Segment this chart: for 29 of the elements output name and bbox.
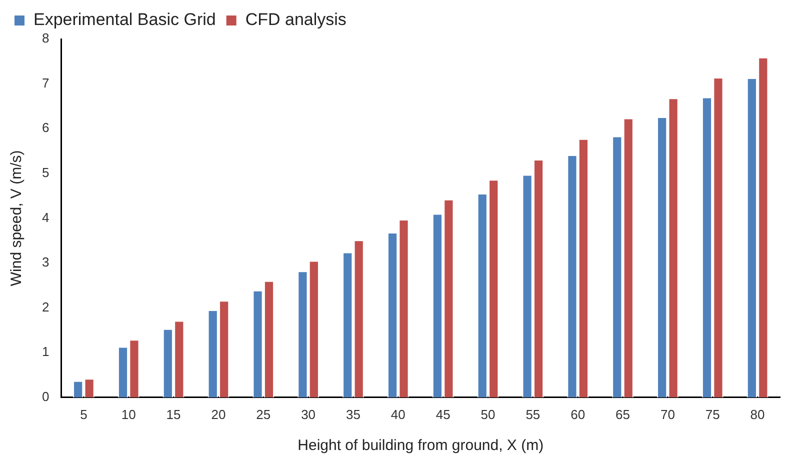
- y-tick-label: 2: [42, 299, 50, 314]
- x-tick-label: 25: [256, 406, 271, 422]
- y-tick-label: 3: [42, 254, 50, 270]
- y-axis-title: Wind speed, V (m/s): [8, 150, 26, 286]
- y-tick-label: 7: [42, 75, 50, 90]
- x-tick-label: 40: [390, 406, 406, 422]
- x-tick-label: 5: [80, 406, 88, 422]
- x-tick-label: 15: [166, 406, 181, 422]
- x-tick-label: 75: [705, 406, 720, 422]
- x-tick-label: 35: [346, 406, 360, 422]
- legend-label: Experimental Basic Grid: [34, 10, 216, 30]
- y-tick-label: 4: [42, 210, 50, 225]
- x-tick-label: 20: [211, 406, 226, 422]
- x-tick-label: 65: [616, 406, 630, 422]
- x-axis-title: Height of building from ground, X (m): [298, 437, 544, 454]
- y-tick-label: 1: [42, 344, 50, 360]
- x-tick-label: 55: [526, 406, 540, 422]
- x-tick-label: 70: [660, 406, 675, 422]
- x-tick-label: 50: [480, 406, 496, 422]
- y-tick-label: 8: [42, 30, 50, 46]
- y-tick-label: 6: [42, 120, 50, 136]
- x-tick-label: 60: [570, 406, 586, 422]
- x-tick-label: 45: [436, 406, 450, 422]
- y-tick-label: 0: [42, 388, 50, 404]
- legend-label: CFD analysis: [245, 10, 346, 30]
- y-tick-label: 5: [42, 164, 50, 180]
- x-tick-label: 10: [121, 406, 136, 422]
- x-tick-label: 80: [750, 406, 765, 422]
- x-tick-label: 30: [301, 406, 316, 422]
